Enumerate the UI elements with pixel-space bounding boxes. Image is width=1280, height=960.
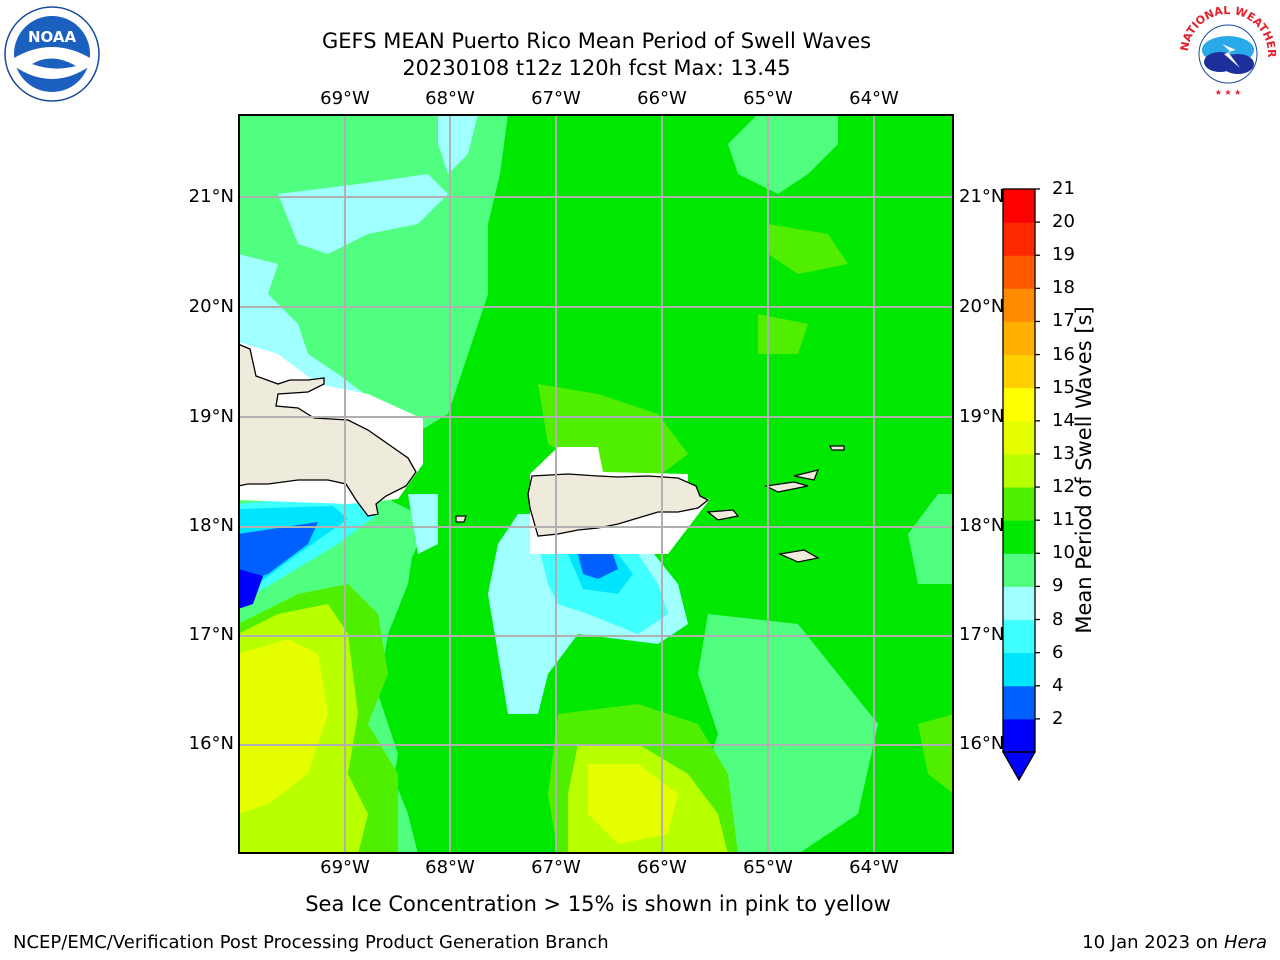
colorbar-tick-label: 20	[1052, 211, 1075, 233]
lon-label-top: 69°W	[320, 88, 370, 109]
lon-label-bottom: 66°W	[637, 857, 687, 878]
map-frame	[238, 114, 954, 854]
colorbar-swatch	[1003, 553, 1035, 587]
lat-label-left: 17°N	[188, 624, 234, 645]
map-gridlines	[238, 114, 954, 854]
colorbar-swatch	[1003, 222, 1035, 256]
lat-label-right: 18°N	[959, 515, 1005, 536]
colorbar-swatch	[1003, 718, 1035, 753]
colorbar-tick-label: 11	[1052, 509, 1075, 531]
colorbar-tick-label: 14	[1052, 409, 1075, 431]
lat-label-left: 16°N	[188, 733, 234, 754]
lon-label-bottom: 69°W	[320, 857, 370, 878]
lon-label-bottom: 64°W	[849, 857, 899, 878]
colorbar-tick-label: 4	[1052, 674, 1064, 696]
land-st-croix	[777, 549, 820, 563]
colorbar-tick-label: 2	[1052, 707, 1064, 729]
colorbar-tick-label: 21	[1052, 178, 1075, 199]
colorbar-swatch	[1003, 420, 1035, 455]
land-virgin-islands-a	[764, 481, 809, 493]
colorbar-swatch	[1003, 354, 1035, 389]
colorbar-tick-label: 19	[1052, 244, 1075, 266]
colorbar-swatch	[1003, 189, 1035, 223]
colorbar-tick-label: 15	[1052, 376, 1075, 398]
swell-patch-9-10-b	[698, 614, 878, 854]
swell-region-2-4-west	[238, 522, 318, 584]
colorbar-swatch	[1003, 520, 1035, 554]
map-title: GEFS MEAN Puerto Rico Mean Period of Swe…	[321, 29, 872, 53]
lon-label-top: 66°W	[637, 88, 687, 109]
lat-label-right: 19°N	[959, 406, 1005, 427]
sea-ice-note: Sea Ice Concentration > 15% is shown in …	[305, 892, 891, 916]
swell-period-map	[238, 114, 954, 854]
lat-label-left: 20°N	[188, 296, 234, 317]
swell-region-2-4-south-pr	[578, 554, 618, 579]
footer-machine: Hera	[1223, 932, 1267, 953]
swell-region-below-2-west	[238, 569, 263, 609]
colorbar-tick-label: 9	[1052, 575, 1064, 597]
lat-label-left: 21°N	[188, 186, 234, 207]
swell-region-11-12-b	[768, 224, 848, 274]
land-mona-island	[455, 515, 467, 523]
swell-region-13-14-s	[588, 764, 678, 844]
swell-region-11-12-c	[758, 314, 808, 354]
colorbar-tick-label: 18	[1052, 277, 1075, 299]
colorbar-swatch	[1003, 387, 1035, 422]
footer-branch: NCEP/EMC/Verification Post Processing Pr…	[13, 932, 609, 953]
lon-label-top: 65°W	[743, 88, 793, 109]
map-subtitle: 20230108 t12z 120h fcst Max: 13.45	[402, 56, 791, 80]
colorbar-swatch	[1003, 586, 1035, 621]
footer-date: 10 Jan 2023 on Hera	[1082, 932, 1267, 954]
colorbar-extend-arrow	[1001, 751, 1037, 782]
colorbar-tick-label: 13	[1052, 442, 1075, 464]
colorbar-tick-label: 10	[1052, 542, 1075, 564]
colorbar-frame	[1002, 188, 1036, 753]
land-virgin-islands-b	[793, 469, 819, 481]
colorbar-swatch	[1003, 288, 1035, 322]
lon-label-top: 67°W	[531, 88, 581, 109]
swell-region-13-14-sw	[238, 639, 328, 814]
colorbar-swatch	[1003, 652, 1035, 687]
colorbar	[1001, 188, 1040, 782]
colorbar-swatch	[1003, 255, 1035, 289]
colorbar-swatch	[1003, 685, 1035, 720]
swell-patch-9-10-c	[908, 494, 954, 584]
swell-patch-9-10-a	[728, 114, 838, 194]
colorbar-tick-label: 17	[1052, 310, 1075, 332]
noaa-logo-icon: NOAA	[4, 6, 100, 102]
lat-label-left: 18°N	[188, 515, 234, 536]
colorbar-swatch	[1003, 487, 1035, 521]
lon-label-bottom: 65°W	[743, 857, 793, 878]
lat-label-left: 19°N	[188, 406, 234, 427]
footer-date-text: 10 Jan 2023 on	[1082, 932, 1219, 953]
swell-region-8-9-strip	[408, 494, 438, 554]
colorbar-tick-label: 16	[1052, 343, 1075, 365]
colorbar-label: Mean Period of Swell Waves [s]	[1072, 306, 1096, 634]
lat-label-right: 20°N	[959, 296, 1005, 317]
svg-text:★ ★ ★: ★ ★ ★	[1215, 88, 1242, 97]
land-anegada	[829, 445, 845, 451]
lat-label-right: 17°N	[959, 624, 1005, 645]
nws-logo-icon: NATIONAL WEATHER SERVICE ★ ★ ★	[1178, 2, 1278, 98]
lat-label-right: 21°N	[959, 186, 1005, 207]
colorbar-tick-label: 8	[1052, 608, 1064, 630]
lat-label-right: 16°N	[959, 733, 1005, 754]
swell-region-11-12-far-east	[918, 714, 954, 794]
noaa-logo-text: NOAA	[28, 28, 77, 46]
lon-label-bottom: 67°W	[531, 857, 581, 878]
colorbar-tick-label: 12	[1052, 476, 1075, 498]
land-culebra-vieques	[706, 509, 740, 521]
colorbar-swatch	[1003, 321, 1035, 356]
lon-label-bottom: 68°W	[425, 857, 475, 878]
swell-region-8-9-north	[278, 174, 448, 254]
lon-label-top: 68°W	[425, 88, 475, 109]
colorbar-tick-label: 6	[1052, 641, 1064, 663]
land-hispaniola	[238, 343, 417, 517]
lon-label-top: 64°W	[849, 88, 899, 109]
colorbar-swatch	[1003, 453, 1035, 488]
swell-region-8-9-top	[438, 114, 478, 174]
colorbar-swatch	[1003, 619, 1035, 654]
